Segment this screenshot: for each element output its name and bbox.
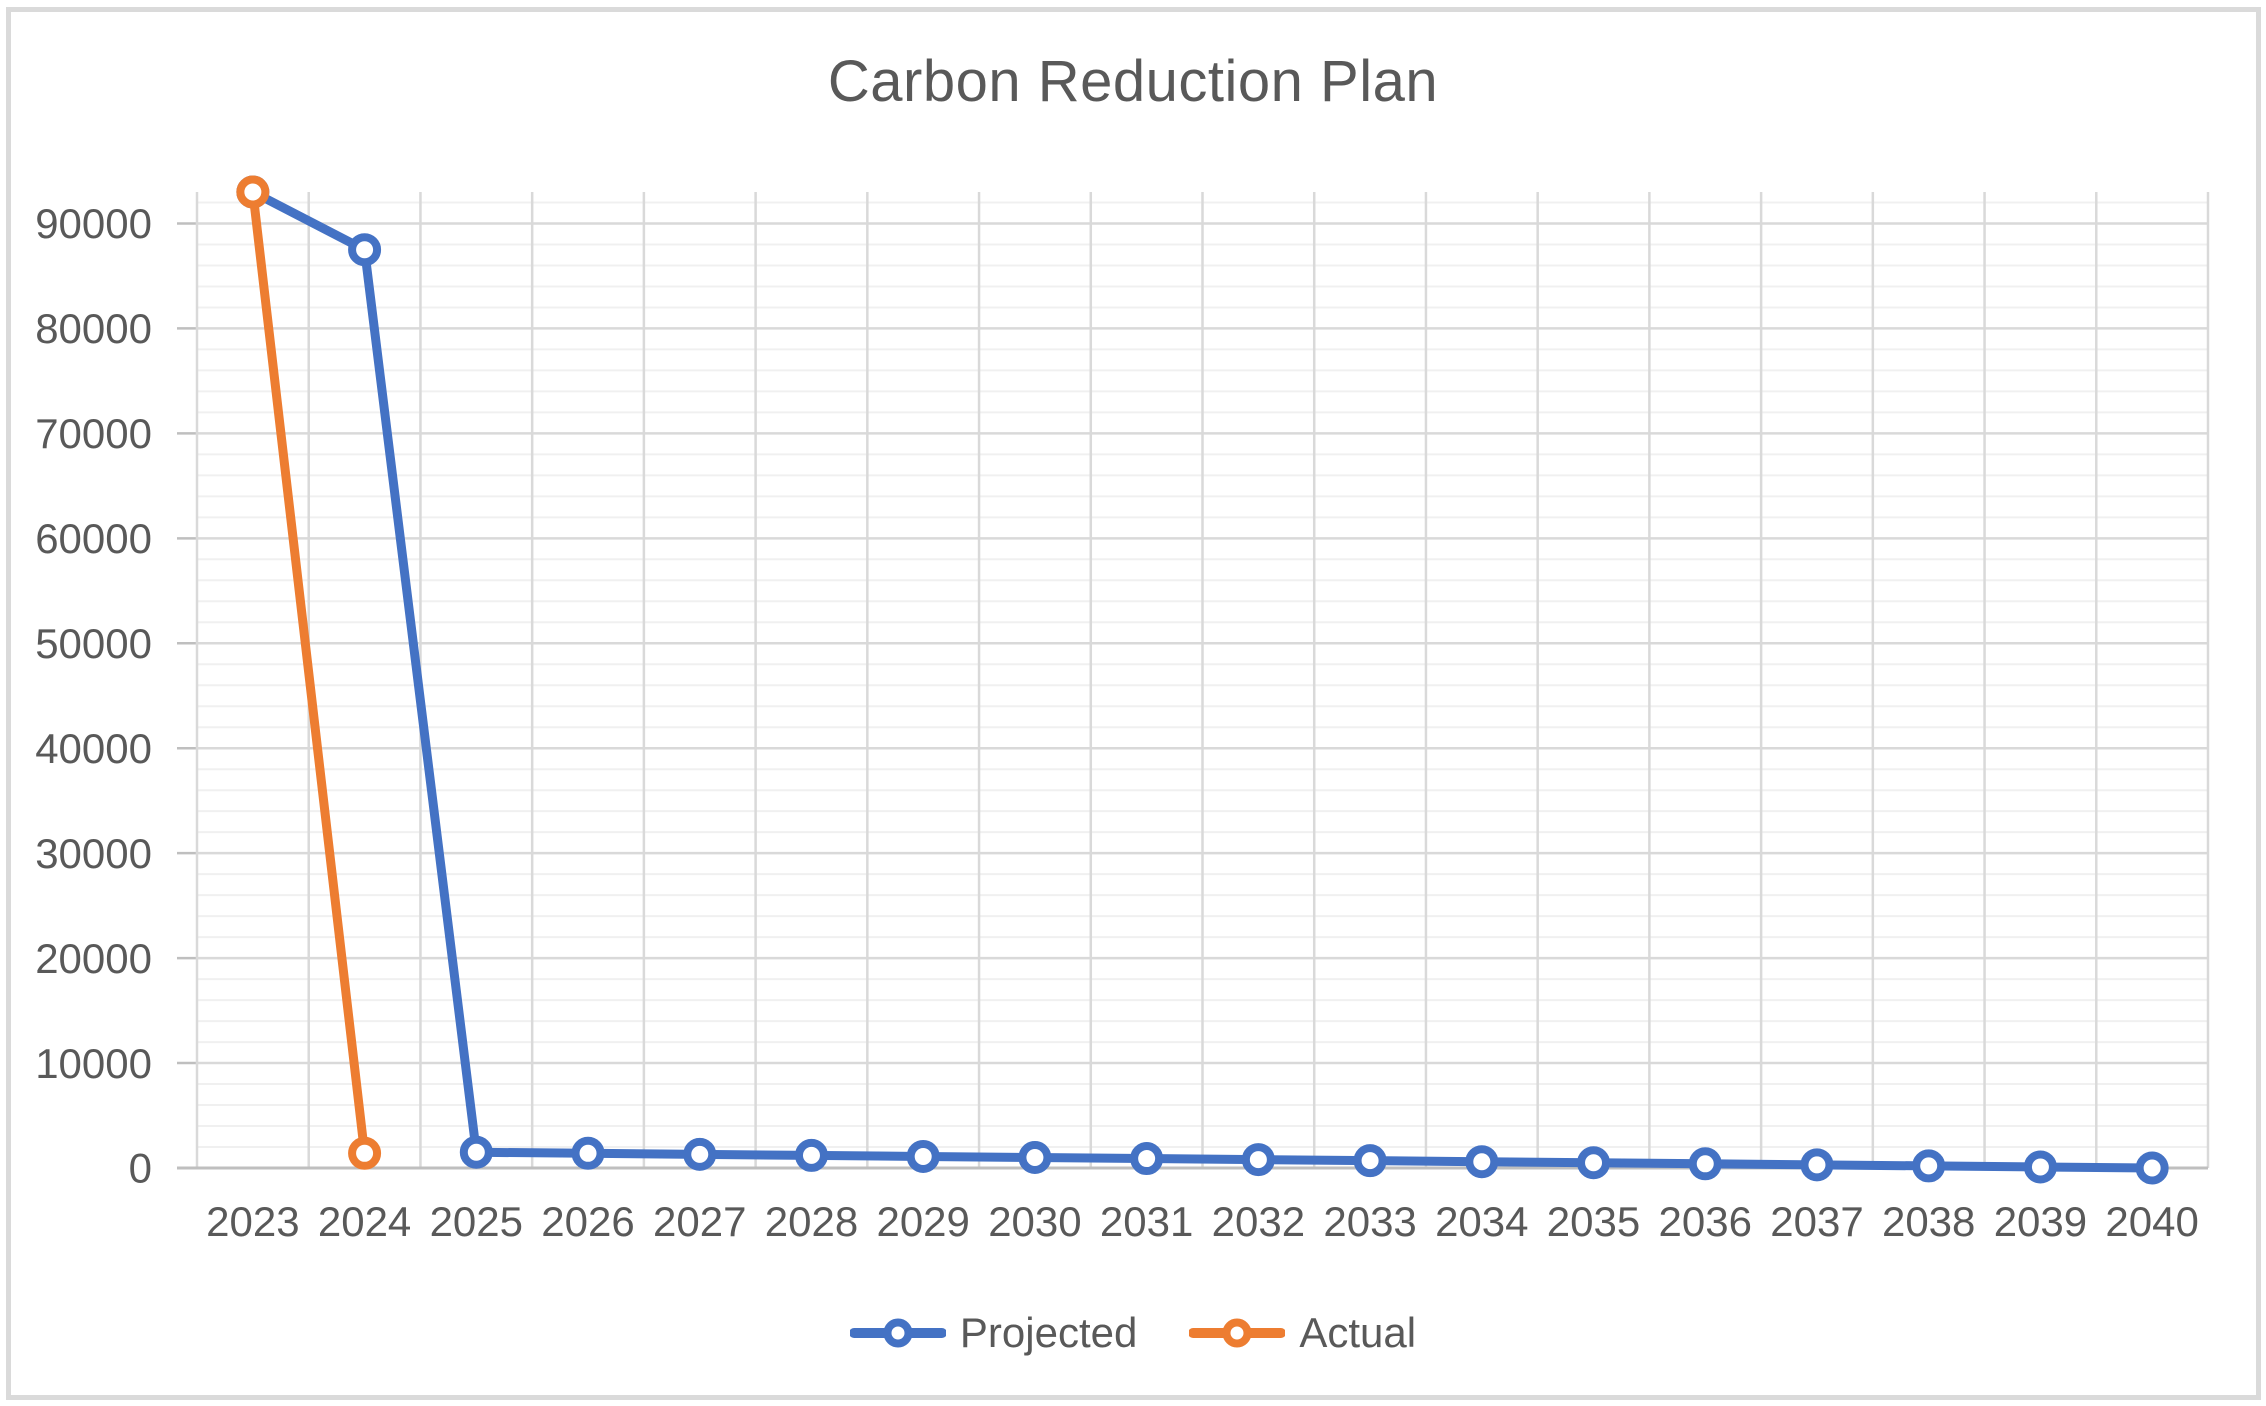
y-tick-label: 0 xyxy=(129,1145,152,1192)
legend-item-projected: Projected xyxy=(849,1309,1138,1356)
x-tick-label: 2040 xyxy=(2105,1198,2198,1245)
y-tick-label: 60000 xyxy=(35,515,152,562)
legend-item-actual: Actual xyxy=(1189,1312,1416,1354)
x-tick-label: 2028 xyxy=(765,1198,858,1245)
data-point-marker-projected xyxy=(683,1137,717,1171)
data-point-marker-projected xyxy=(1018,1141,1052,1175)
x-tick-label: 2032 xyxy=(1212,1198,1305,1245)
x-tick-label: 2025 xyxy=(430,1198,523,1245)
legend-label-projected: Projected xyxy=(959,1309,1138,1356)
data-point-marker-projected xyxy=(1465,1145,1499,1179)
data-point-marker-projected xyxy=(794,1138,828,1172)
data-point-marker-actual xyxy=(348,1136,382,1170)
legend-marker-icon xyxy=(849,1318,946,1348)
series-line-actual xyxy=(248,187,370,1158)
x-tick-label: 2034 xyxy=(1435,1198,1528,1245)
data-point-marker-projected xyxy=(1130,1142,1164,1176)
y-tick-label: 90000 xyxy=(35,200,152,247)
x-tick-label: 2036 xyxy=(1659,1198,1752,1245)
x-tick-label: 2027 xyxy=(653,1198,746,1245)
data-point-marker-projected xyxy=(1800,1148,1834,1182)
y-tick-label: 30000 xyxy=(35,830,152,877)
y-tick-label: 40000 xyxy=(35,725,152,772)
x-tick-label: 2039 xyxy=(1994,1198,2087,1245)
y-tick-label: 50000 xyxy=(35,620,152,667)
data-point-marker-projected xyxy=(906,1139,940,1173)
legend-label-actual: Actual xyxy=(1299,1309,1417,1356)
x-tick-label: 2033 xyxy=(1323,1198,1416,1245)
data-point-marker-actual xyxy=(236,175,270,209)
x-tick-label: 2035 xyxy=(1547,1198,1640,1245)
x-tick-label: 2038 xyxy=(1882,1198,1975,1245)
data-point-marker-projected xyxy=(1912,1149,1946,1183)
data-point-marker-projected xyxy=(348,233,382,267)
data-point-marker-projected xyxy=(2135,1151,2169,1185)
data-point-marker-projected xyxy=(1241,1143,1275,1177)
chart-title: Carbon Reduction Plan xyxy=(827,49,1439,114)
y-tick-label: 70000 xyxy=(35,410,152,457)
y-tick-label: 80000 xyxy=(35,305,152,352)
data-point-marker-projected xyxy=(1353,1144,1387,1178)
data-point-marker-projected xyxy=(2023,1150,2057,1184)
series-line-projected xyxy=(248,187,2157,1173)
y-tick-label: 10000 xyxy=(35,1040,152,1087)
x-tick-label: 2023 xyxy=(206,1198,299,1245)
x-tick-label: 2026 xyxy=(541,1198,634,1245)
x-tick-label: 2031 xyxy=(1100,1198,1193,1245)
x-tick-label: 2030 xyxy=(988,1198,1081,1245)
x-tick-label: 2029 xyxy=(876,1198,969,1245)
data-point-marker-projected xyxy=(571,1136,605,1170)
y-tick-label: 20000 xyxy=(35,935,152,982)
legend-marker-icon xyxy=(1189,1318,1286,1348)
x-tick-label: 2024 xyxy=(318,1198,411,1245)
data-point-marker-projected xyxy=(1688,1147,1722,1181)
legend: Projected Actual xyxy=(0,1312,2266,1354)
data-point-marker-projected xyxy=(1577,1146,1611,1180)
data-point-marker-projected xyxy=(459,1135,493,1169)
x-tick-label: 2037 xyxy=(1770,1198,1863,1245)
